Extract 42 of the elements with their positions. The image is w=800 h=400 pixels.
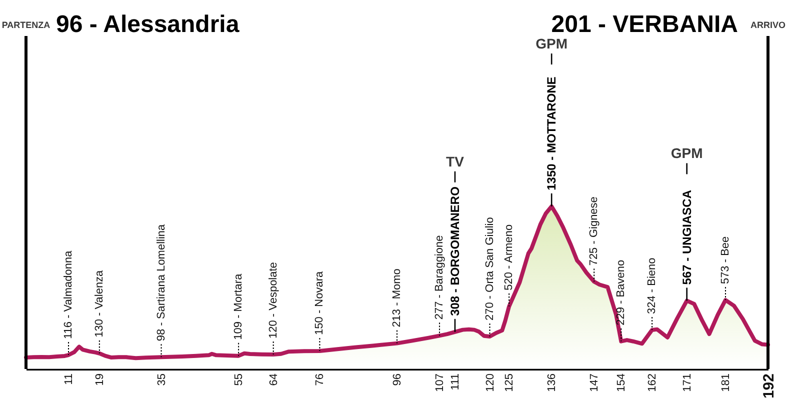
annotation: 120 - Vespolate xyxy=(267,262,280,339)
text: 96 - Alessandria xyxy=(56,11,240,38)
x-tick-label: 120 xyxy=(484,374,496,392)
x-tick-label: 154 xyxy=(616,374,628,392)
annotation: 277 - Baraggione xyxy=(434,235,446,320)
x-tick-label: 111 xyxy=(449,374,462,390)
annotation: 213 - Momo xyxy=(391,268,403,328)
x-tick-label: 96 xyxy=(392,374,404,386)
annotation: 109 - Mortara xyxy=(232,272,245,340)
annotation: 98 - Sartirana Lomellina xyxy=(155,223,168,342)
x-tick-label: 76 xyxy=(314,374,326,386)
text: PARTENZA xyxy=(2,20,51,30)
x-tick-label: 55 xyxy=(233,374,246,386)
annotation: 1350 - MOTTARONE xyxy=(544,76,559,190)
annotation: 573 - Bee xyxy=(719,236,732,284)
annotation: 270 - Orta San Giulio xyxy=(484,217,496,320)
annotation: GPM xyxy=(670,145,703,162)
annotation: 150 - Novara xyxy=(314,270,326,335)
annotation: 324 - Bieno xyxy=(646,258,658,314)
annotation: GPM xyxy=(536,36,568,52)
x-tick-label: 11 xyxy=(63,374,76,385)
annotation: 229 - Baveno xyxy=(615,260,628,326)
annotation: 308 - BORGOMANERO xyxy=(448,186,462,316)
text: 201 - VERBANIA xyxy=(551,11,738,38)
x-tick-label: 171 xyxy=(681,374,694,392)
x-tick-label: 64 xyxy=(268,374,280,386)
x-tick-label: 181 xyxy=(720,374,732,392)
x-tick-label: 147 xyxy=(588,374,601,392)
annotation: 116 - Valmadonna xyxy=(62,250,75,340)
x-tick-label: 192 xyxy=(760,374,778,399)
text: ARRIVO xyxy=(750,20,786,30)
x-tick-label: 125 xyxy=(504,374,516,392)
x-tick-label: 136 xyxy=(546,374,558,392)
annotation: 567 - UNGIASCA xyxy=(680,190,694,285)
x-tick-label: 19 xyxy=(94,374,106,386)
x-tick-label: 162 xyxy=(646,374,659,392)
annotation: 725 - Gignese xyxy=(588,196,600,266)
annotation: 520 - Armeno xyxy=(503,224,516,290)
annotation: 130 - Valenza xyxy=(93,269,106,338)
annotation: TV xyxy=(446,153,465,170)
x-tick-label: 107 xyxy=(434,374,446,392)
x-tick-label: 35 xyxy=(156,374,168,386)
